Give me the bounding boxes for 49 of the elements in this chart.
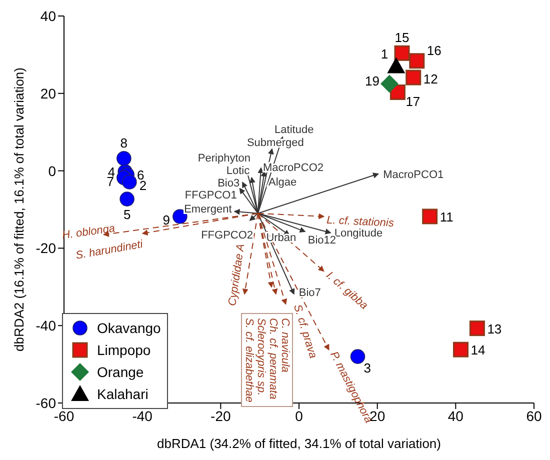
x-tick-label: -40 [132, 408, 153, 424]
annotation: 1 [380, 46, 388, 62]
annotation: Sclerocypris sp. [255, 318, 267, 398]
y-tick-label: 0 [48, 162, 56, 179]
annotation: 13 [487, 321, 502, 336]
x-tick-label: 0 [295, 408, 304, 424]
legend-label: Limpopo [97, 341, 151, 360]
series-label: Bio3 [218, 177, 240, 190]
legend-label: Orange [97, 363, 144, 382]
series-label: Latitude [274, 124, 314, 136]
annotation: 15 [394, 30, 410, 46]
y-tick-label: -40 [36, 318, 56, 334]
series-label: Emergent [184, 203, 232, 216]
annotation: Ch. cf. peramata [267, 318, 279, 402]
y-axis-title: dbRDA2 (16.1% of fitted, 16.1% of total variation) [11, 68, 26, 352]
annotation: 11 [440, 209, 454, 224]
text: S. cf. prava [291, 303, 319, 360]
annotation: 8 [120, 135, 128, 150]
series-label: Longitude [334, 228, 383, 240]
annotation: 12 [423, 72, 438, 87]
annotation: 19 [365, 74, 380, 89]
annotation: C. navicula [279, 318, 291, 374]
annotation: 9 [162, 212, 170, 228]
x-tick-label: 20 [370, 408, 386, 424]
text: Cyprididae A [226, 243, 248, 307]
y-tick-label: -60 [36, 394, 56, 411]
annotation: 16 [426, 42, 442, 58]
annotation: S. cf. elizabethae [243, 318, 255, 402]
y-tick-label: 20 [40, 85, 56, 102]
series-label: FFGPCO1 [184, 190, 237, 202]
series-label: Bio7 [298, 286, 321, 299]
y-tick-label: -20 [36, 240, 56, 256]
series-label: MacroPCO1 [383, 168, 444, 181]
x-tick-label: 40 [448, 408, 464, 424]
series-label: Algae [268, 176, 297, 189]
legend-label: Kalahari [97, 385, 148, 404]
annotation: 5 [123, 207, 131, 222]
x-tick-label: -20 [210, 408, 231, 424]
series-label: FFGPCO2 [201, 229, 254, 242]
series-label: Periphyton [198, 152, 251, 165]
x-tick-label: 60 [526, 408, 542, 424]
annotation: 17 [406, 94, 420, 110]
series-label: L. cf. stationis [326, 214, 395, 230]
x-tick-label: -60 [54, 408, 74, 424]
legend-label: Okavango [97, 319, 161, 338]
series-label: Bio12 [308, 234, 336, 247]
annotation: 14 [470, 342, 486, 358]
x-axis-title: dbRDA1 (34.2% of fitted, 34.1% of total variation) [157, 436, 441, 451]
y-tick-label: 40 [40, 8, 56, 24]
